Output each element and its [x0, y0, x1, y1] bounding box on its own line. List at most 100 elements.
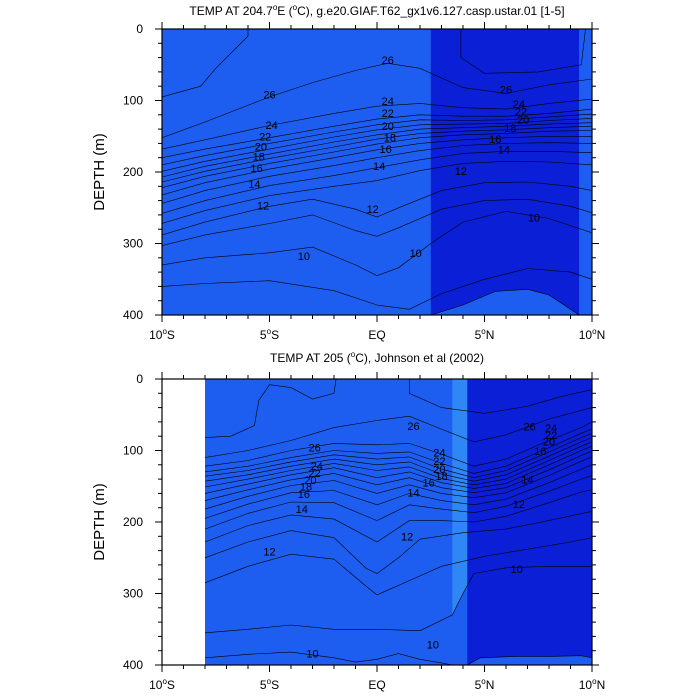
- panel-top-model-temperature: TEMP AT 204.7oE (oC), g.e20.GIAF.T62_gx1…: [91, 3, 605, 342]
- contour-label: 18: [300, 482, 312, 494]
- plot-area: [162, 29, 592, 315]
- contour-label: 24: [433, 447, 445, 459]
- contour-label: 24: [513, 99, 525, 111]
- contour-line-26: [162, 62, 592, 138]
- contour-fill-6: [430, 29, 580, 315]
- contour-line-16: [204, 456, 592, 510]
- contour-label: 26: [382, 55, 394, 67]
- contour-line-12: [162, 181, 592, 236]
- contour-line-6: [467, 655, 592, 665]
- contour-label: 26: [407, 421, 419, 433]
- y-tick-label: 200: [123, 515, 143, 529]
- contour-line-11: [204, 537, 592, 596]
- x-tick-label: 10oS: [149, 677, 175, 692]
- contour-label: 12: [263, 547, 275, 559]
- contour-line-14: [162, 151, 592, 214]
- contour-line-22: [162, 108, 592, 158]
- contour-label: 26: [524, 422, 536, 434]
- x-tick-label: 5oN: [475, 677, 495, 692]
- x-tick-label: 5oN: [475, 327, 495, 342]
- contour-fill-6: [467, 379, 592, 665]
- contour-line-19: [204, 441, 592, 488]
- contour-label: 16: [379, 144, 391, 156]
- y-tick-label: 0: [136, 22, 143, 36]
- contour-line-28: [162, 29, 249, 98]
- contour-line-26: [204, 407, 592, 458]
- panel-bottom-observed-temperature: TEMP AT 205 (oC), Johnson et al (2002) D…: [91, 350, 605, 692]
- contour-label: 16: [534, 446, 546, 458]
- contour-line-13: [162, 160, 592, 224]
- contour-label: 22: [433, 456, 445, 468]
- x-tick-label: EQ: [368, 328, 385, 342]
- contour-line-13: [204, 489, 592, 543]
- x-tick-label: 5oS: [260, 327, 279, 342]
- contour-label: 18: [384, 132, 396, 144]
- contour-label: 18: [253, 152, 265, 164]
- contour-label: 14: [248, 179, 260, 191]
- contour-line-6: [430, 288, 580, 315]
- x-tick-label: 10oN: [579, 327, 605, 342]
- y-tick-label: 100: [123, 444, 143, 458]
- contour-label: 20: [433, 464, 445, 476]
- contour-label: 16: [250, 163, 262, 175]
- contour-line-14: [204, 475, 592, 530]
- contour-line-17: [204, 450, 592, 501]
- contour-label: 12: [455, 166, 467, 178]
- contour-line-17: [162, 130, 592, 188]
- x-tick-label: 10oN: [579, 677, 605, 692]
- contour-line-10: [204, 566, 592, 634]
- contour-line-15: [204, 464, 592, 519]
- y-axis-label: DEPTH (m): [91, 133, 108, 211]
- contour-label: 24: [382, 96, 394, 108]
- contour-label: 10: [511, 564, 523, 576]
- x-tick-label: EQ: [368, 678, 385, 692]
- contour-label: 22: [309, 468, 321, 480]
- contour-label: 16: [298, 489, 310, 501]
- contour-line-21: [204, 433, 592, 479]
- contour-lines: [162, 29, 592, 315]
- x-tick-label: 5oS: [260, 677, 279, 692]
- contour-line-16: [162, 136, 592, 196]
- contour-label: 26: [500, 84, 512, 96]
- contour-line-18: [204, 445, 592, 494]
- y-tick-label: 100: [123, 94, 143, 108]
- plot-area: [162, 379, 592, 665]
- contour-label: 10: [427, 640, 439, 652]
- contour-line-19: [162, 122, 592, 178]
- contour-label: 10: [298, 251, 310, 263]
- chart-title: TEMP AT 205 (oC), Johnson et al (2002): [270, 350, 484, 365]
- contour-label: 20: [517, 115, 529, 127]
- contour-label: 26: [309, 442, 321, 454]
- contour-label: 22: [515, 107, 527, 119]
- contour-label: 14: [373, 161, 385, 173]
- contour-label: 12: [401, 532, 413, 544]
- contour-label: 22: [382, 108, 394, 120]
- contour-label: 20: [382, 121, 394, 133]
- contour-label: 14: [296, 504, 308, 516]
- contour-line-28: [204, 379, 337, 438]
- contour-label: 26: [263, 89, 275, 101]
- contour-label: 18: [504, 123, 516, 135]
- contour-label: 22: [259, 132, 271, 144]
- y-tick-label: 400: [123, 658, 143, 672]
- contour-label: 14: [521, 475, 533, 487]
- contour-line-11: [162, 198, 592, 246]
- y-tick-label: 300: [123, 237, 143, 251]
- contour-line-12: [204, 511, 592, 574]
- contour-label: 10: [306, 648, 318, 660]
- contour-line-28: [409, 379, 592, 414]
- y-tick-label: 300: [123, 587, 143, 601]
- contour-label: 10: [410, 248, 422, 260]
- contour-label: 10: [528, 212, 540, 224]
- contour-label: 24: [311, 461, 323, 473]
- y-tick-label: 400: [123, 308, 143, 322]
- contour-line-22: [204, 428, 592, 474]
- x-tick-label: 10oS: [149, 327, 175, 342]
- contour-label: 20: [304, 475, 316, 487]
- contour-label: 24: [266, 120, 278, 132]
- contour-label: 12: [513, 499, 525, 511]
- contour-label: 24: [545, 423, 557, 435]
- contour-line-21: [162, 113, 592, 166]
- contour-line-9: [162, 268, 592, 310]
